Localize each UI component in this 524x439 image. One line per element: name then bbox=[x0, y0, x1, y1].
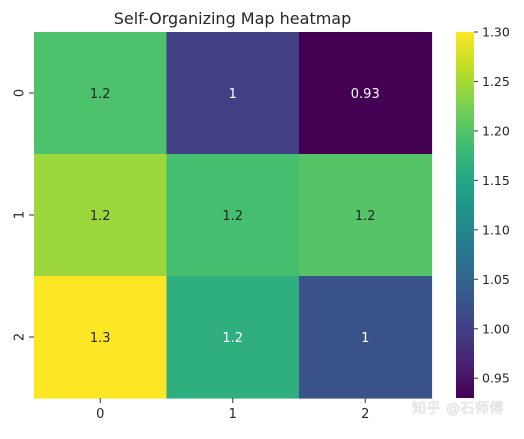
y-tick-label-2: 2 bbox=[13, 333, 28, 341]
colorbar-tick-label-2: 1.05 bbox=[482, 272, 510, 287]
y-tick-label-1: 1 bbox=[13, 211, 28, 219]
chart-title: Self-Organizing Map heatmap bbox=[114, 9, 352, 28]
cell-annotation-r2-c2: 1 bbox=[361, 331, 369, 346]
cell-annotation-r2-c1: 1.2 bbox=[222, 331, 243, 346]
colorbar-tick-label-6: 1.25 bbox=[482, 74, 510, 89]
heatmap-cell-r1-c1 bbox=[166, 154, 300, 277]
heatmap-cell-r0-c0 bbox=[34, 32, 168, 155]
colorbar-tick-label-7: 1.30 bbox=[482, 25, 510, 40]
heatmap-cell-r2-c2 bbox=[299, 276, 433, 399]
colorbar-gradient bbox=[456, 32, 474, 398]
x-tick-label-0: 0 bbox=[96, 407, 104, 422]
colorbar-tick-label-3: 1.10 bbox=[482, 222, 510, 237]
cell-annotation-r1-c2: 1.2 bbox=[355, 209, 376, 224]
cell-annotation-r0-c0: 1.2 bbox=[90, 87, 111, 102]
x-axis: 0 1 2 bbox=[96, 398, 369, 422]
heatmap-cell-r1-c0 bbox=[34, 154, 168, 277]
colorbar-tick-label-0: 0.95 bbox=[482, 371, 510, 386]
cell-annotation-r2-c0: 1.3 bbox=[90, 331, 111, 346]
heatmap-cells bbox=[34, 32, 433, 399]
colorbar: 0.95 1.00 1.05 1.10 1.15 1.20 1.25 1.30 bbox=[456, 25, 510, 398]
y-tick-label-0: 0 bbox=[13, 89, 28, 97]
cell-annotations: 1.2 1 0.93 1.2 1.2 1.2 1.3 1.2 1 bbox=[90, 87, 380, 346]
heatmap-cell-r2-c1 bbox=[166, 276, 300, 399]
heatmap-cell-r1-c2 bbox=[299, 154, 433, 277]
y-axis: 0 1 2 bbox=[13, 89, 34, 341]
cell-annotation-r0-c2: 0.93 bbox=[351, 87, 380, 102]
colorbar-tick-label-5: 1.20 bbox=[482, 123, 510, 138]
x-tick-label-2: 2 bbox=[361, 407, 369, 422]
heatmap-cell-r2-c0 bbox=[34, 276, 168, 399]
cell-annotation-r0-c1: 1 bbox=[229, 87, 237, 102]
x-tick-label-1: 1 bbox=[229, 407, 237, 422]
cell-annotation-r1-c0: 1.2 bbox=[90, 209, 111, 224]
colorbar-tick-label-1: 1.00 bbox=[482, 321, 510, 336]
cell-annotation-r1-c1: 1.2 bbox=[222, 209, 243, 224]
colorbar-tick-label-4: 1.15 bbox=[482, 173, 510, 188]
heatmap-cell-r0-c2 bbox=[299, 32, 433, 155]
heatmap-cell-r0-c1 bbox=[166, 32, 300, 155]
watermark-text: 知乎 @石师傅 bbox=[412, 401, 504, 417]
